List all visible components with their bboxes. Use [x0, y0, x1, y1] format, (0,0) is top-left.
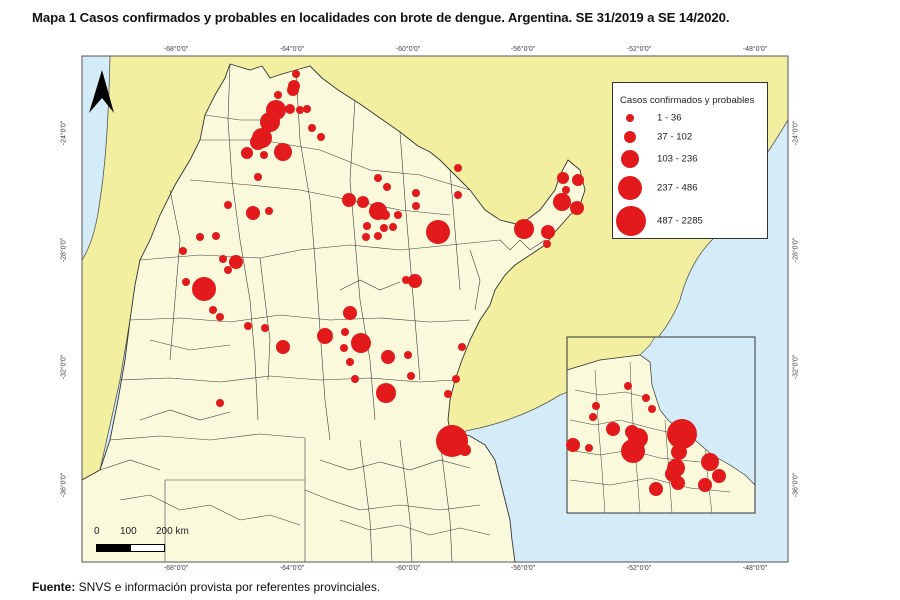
source-text: SNVS e información provista por referent… [75, 580, 381, 594]
lon-tick-top: -64°0'0" [279, 46, 305, 53]
legend-circle-icon [621, 150, 639, 168]
legend-label: 37 - 102 [657, 131, 693, 143]
legend-label: 1 - 36 [657, 112, 682, 124]
map-title: Mapa 1 Casos confirmados y probables en … [32, 10, 730, 25]
legend-circle-icon [624, 131, 636, 143]
lon-tick-top: -60°0'0" [395, 46, 421, 53]
lon-tick-bottom: -56°0'0" [510, 565, 536, 572]
lon-tick-bottom: -52°0'0" [626, 565, 652, 572]
lon-tick-bottom: -60°0'0" [395, 565, 421, 572]
legend-label: 237 - 486 [657, 182, 698, 194]
lon-tick-top: -48°0'0" [742, 46, 768, 53]
lon-tick-bottom: -48°0'0" [742, 565, 768, 572]
scale-label-100: 100 [120, 526, 137, 537]
lon-tick-top: -56°0'0" [510, 46, 536, 53]
inset-map [566, 336, 756, 514]
scale-segment-black [96, 544, 132, 552]
lon-tick-top: -68°0'0" [163, 46, 189, 53]
department-boundaries [99, 63, 546, 562]
lon-tick-top: -52°0'0" [626, 46, 652, 53]
legend-circle-icon [616, 206, 646, 236]
north-arrow-icon [89, 70, 114, 113]
case-circles [179, 70, 584, 457]
scale-segment-white [130, 544, 165, 552]
map-frame [81, 55, 789, 563]
lon-tick-bottom: -64°0'0" [279, 565, 305, 572]
legend-title: Casos confirmados y probables [620, 95, 755, 106]
legend-label: 487 - 2285 [657, 215, 703, 227]
source-label: Fuente: [32, 580, 76, 594]
legend-label: 103 - 236 [657, 153, 698, 165]
scale-label-200: 200 km [156, 526, 189, 537]
inset-case-circles [566, 382, 726, 496]
lon-tick-bottom: -68°0'0" [163, 565, 189, 572]
scale-label-0: 0 [94, 526, 100, 537]
legend-circle-icon [626, 114, 634, 122]
map-legend: Casos confirmados y probables 1 - 36 37 … [612, 82, 768, 239]
source-note: Fuente: SNVS e información provista por … [32, 580, 380, 594]
legend-circle-icon [618, 176, 642, 200]
